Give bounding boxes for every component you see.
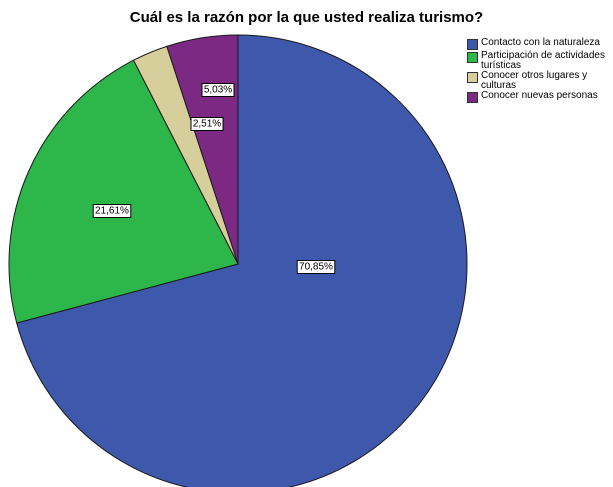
legend-item: Conocer nuevas personas (467, 91, 613, 103)
data-label: 21,61% (92, 204, 132, 218)
legend: Contacto con la naturaleza Participación … (467, 38, 613, 104)
legend-label: Contacto con la naturaleza (481, 37, 600, 48)
svg-text:2,51%: 2,51% (193, 119, 221, 130)
pie-slice (16, 34, 468, 487)
chart-title: Cuál es la razón por la que usted realiz… (129, 9, 484, 26)
data-label: 70,85% (296, 260, 336, 274)
legend-swatch (467, 92, 478, 103)
legend-swatch (467, 39, 478, 50)
data-label: 5,03% (201, 83, 235, 97)
legend-label: Conocer nuevas personas (481, 90, 598, 101)
legend-label: Conocer otros lugares y culturas (481, 70, 588, 91)
pie-slice (8, 59, 239, 324)
data-label: 2,51% (190, 117, 224, 131)
svg-text:5,03%: 5,03% (204, 85, 232, 96)
legend-swatch (467, 72, 478, 83)
legend-item: Conocer otros lugares y culturas (467, 71, 613, 90)
svg-text:70,85%: 70,85% (299, 262, 333, 273)
legend-label: Participación de actividades turísticas (481, 50, 605, 71)
legend-item: Participación de actividades turísticas (467, 51, 613, 70)
legend-item: Contacto con la naturaleza (467, 38, 613, 50)
svg-text:21,61%: 21,61% (95, 206, 129, 217)
legend-swatch (467, 52, 478, 63)
